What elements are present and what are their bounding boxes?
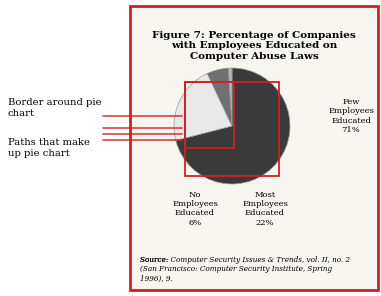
Text: Few
Employees
Educated
71%: Few Employees Educated 71% <box>328 98 374 134</box>
Text: Most
Employees
Educated
22%: Most Employees Educated 22% <box>242 191 288 227</box>
Text: Paths that make
up pie chart: Paths that make up pie chart <box>8 138 90 158</box>
Bar <box>130 6 378 290</box>
Wedge shape <box>207 68 232 126</box>
Text: Border around pie
chart: Border around pie chart <box>8 98 102 118</box>
Text: Source: Computer Security Issues & Trends, vol. II, no. 2
(San Francisco: Comput: Source: Computer Security Issues & Trend… <box>140 256 350 282</box>
Wedge shape <box>228 68 232 126</box>
Bar <box>185 82 279 176</box>
Bar <box>185 82 234 148</box>
Wedge shape <box>176 68 290 184</box>
Text: Figure 7: Percentage of Companies
with Employees Educated on
Computer Abuse Laws: Figure 7: Percentage of Companies with E… <box>152 31 356 61</box>
Text: Source:: Source: <box>140 256 171 264</box>
Text: Source: Computer Security Issues & Trends, vol. II, no. 2
(San Francisco: Comput: Source: Computer Security Issues & Trend… <box>140 256 350 282</box>
Wedge shape <box>174 73 232 140</box>
Text: No
Employees
Educated
6%: No Employees Educated 6% <box>172 191 218 227</box>
